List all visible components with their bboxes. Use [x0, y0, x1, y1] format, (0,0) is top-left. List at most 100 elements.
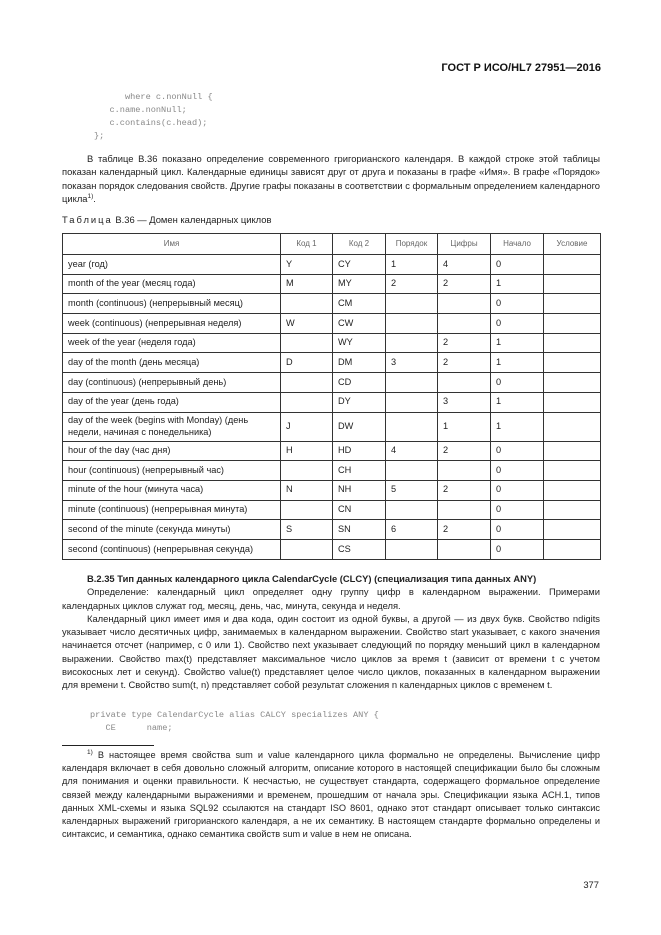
table-cell	[543, 391, 601, 413]
table-cell: 3	[385, 352, 438, 374]
table-cell: 1	[490, 332, 544, 354]
table-cell: 1	[437, 411, 491, 442]
table-cell: J	[280, 411, 333, 442]
footnote-divider	[62, 745, 154, 746]
table-cell	[543, 254, 601, 275]
table-cell	[385, 372, 438, 393]
column-header: Цифры	[437, 233, 491, 255]
table-cell	[543, 372, 601, 393]
table-cell: year (год)	[62, 254, 281, 275]
table-cell	[543, 538, 601, 560]
table-cell: D	[280, 352, 333, 374]
table-cell	[280, 460, 333, 481]
table-cell: 5	[385, 479, 438, 501]
table-cell	[280, 332, 333, 354]
caption-text: В.36 — Домен календарных циклов	[115, 214, 272, 225]
table-cell	[437, 460, 491, 481]
table-cell	[543, 273, 601, 295]
table-cell: 1	[490, 352, 544, 374]
table-row: minute of the hour (минута часа) N NH 5 2 0	[62, 479, 601, 501]
table-cell: minute (continuous) (непрерывная минута)	[62, 499, 281, 521]
table-cell: 2	[437, 273, 491, 295]
table-row: year (год) Y CY 1 4 0	[62, 254, 601, 275]
table-cell: 2	[437, 332, 491, 354]
table-cell: CN	[332, 499, 386, 521]
table-cell: CM	[332, 293, 386, 315]
table-cell	[385, 293, 438, 315]
footnote-ref: 1)	[87, 192, 94, 200]
code-block-top: where c.nonNull { c.name.nonNull; c.cont…	[94, 92, 213, 141]
table-row: minute (continuous) (непрерывная минута)…	[62, 499, 601, 521]
table-cell: 0	[490, 293, 544, 315]
table-cell: 0	[490, 479, 544, 501]
table-cell: S	[280, 519, 333, 540]
table-cell: minute of the hour (минута часа)	[62, 479, 281, 501]
table-row: month (continuous) (непрерывный месяц) CM…	[62, 293, 601, 315]
table-cell: H	[280, 440, 333, 462]
table-cell: week (continuous) (непрерывная неделя)	[62, 313, 281, 334]
table-cell: MY	[332, 273, 386, 295]
table-cell: 1	[490, 391, 544, 413]
table-cell	[543, 313, 601, 334]
table-cell: 0	[490, 499, 544, 521]
footnote: 1) В настоящее время свойства sum и valu…	[62, 745, 600, 841]
table-cell: W	[280, 313, 333, 334]
table-cell: CS	[332, 538, 386, 560]
table-cell: 0	[490, 538, 544, 560]
table-cell: 2	[437, 479, 491, 501]
table-cell	[543, 352, 601, 374]
table-cell: CY	[332, 254, 386, 275]
table-cell: M	[280, 273, 333, 295]
table-cell	[280, 372, 333, 393]
table-row: week (continuous) (непрерывная неделя) W C…	[62, 313, 601, 334]
table-cell	[437, 372, 491, 393]
table-cell: 0	[490, 519, 544, 540]
footnote-text: В настоящее время свойства sum и value к…	[62, 750, 600, 840]
table-cell: HD	[332, 440, 386, 462]
table-cell: day (continuous) (непрерывный день)	[62, 372, 281, 393]
table-cell: NH	[332, 479, 386, 501]
column-header: Имя	[62, 233, 281, 255]
table-cell: day of the year (день года)	[62, 391, 281, 413]
section-b235: B.2.35 Тип данных календарного цикла Cal…	[62, 572, 600, 692]
footnote-marker: 1)	[87, 748, 93, 756]
table-row: hour (continuous) (непрерывный час) CH 0	[62, 460, 601, 481]
table-cell: 0	[490, 313, 544, 334]
table-cell	[543, 460, 601, 481]
table-cell: 4	[437, 254, 491, 275]
table-cell: 2	[437, 519, 491, 540]
table-cell: DW	[332, 411, 386, 442]
column-header: Условие	[543, 233, 601, 255]
section-title: B.2.35 Тип данных календарного цикла Cal…	[87, 573, 537, 584]
intro-paragraph: В таблице В.36 показано определение совр…	[62, 153, 601, 204]
table-row: second of the minute (секунда минуты) S SN…	[62, 519, 601, 540]
table-cell	[280, 391, 333, 413]
table-cell: 1	[490, 273, 544, 295]
table-cell: CD	[332, 372, 386, 393]
table-cell: week of the year (неделя года)	[62, 332, 281, 354]
calendar-cycles-table: Имя Код 1 Код 2 Порядок Цифры Начало Условие y…	[62, 233, 601, 560]
table-cell	[385, 499, 438, 521]
table-cell: Y	[280, 254, 333, 275]
table-cell: second (continuous) (непрерывная секунда…	[62, 538, 281, 560]
table-row: week of the year (неделя года) WY 2 1	[62, 332, 601, 354]
table-cell: month (continuous) (непрерывный месяц)	[62, 293, 281, 315]
table-cell: CW	[332, 313, 386, 334]
table-cell: 1	[385, 254, 438, 275]
table-cell	[385, 538, 438, 560]
table-cell: day of the month (день месяца)	[62, 352, 281, 374]
table-cell: 1	[490, 411, 544, 442]
table-row: second (continuous) (непрерывная секунда…	[62, 538, 601, 560]
table-cell	[437, 313, 491, 334]
table-cell: 0	[490, 460, 544, 481]
table-cell	[385, 460, 438, 481]
table-row: day of the week (begins with Monday) (де…	[62, 411, 601, 442]
table-cell: 2	[437, 440, 491, 462]
caption-label: Таблица	[62, 214, 113, 225]
table-cell	[543, 293, 601, 315]
table-cell	[543, 332, 601, 354]
table-cell: SN	[332, 519, 386, 540]
column-header: Начало	[490, 233, 544, 255]
table-cell	[543, 411, 601, 442]
table-cell	[437, 293, 491, 315]
